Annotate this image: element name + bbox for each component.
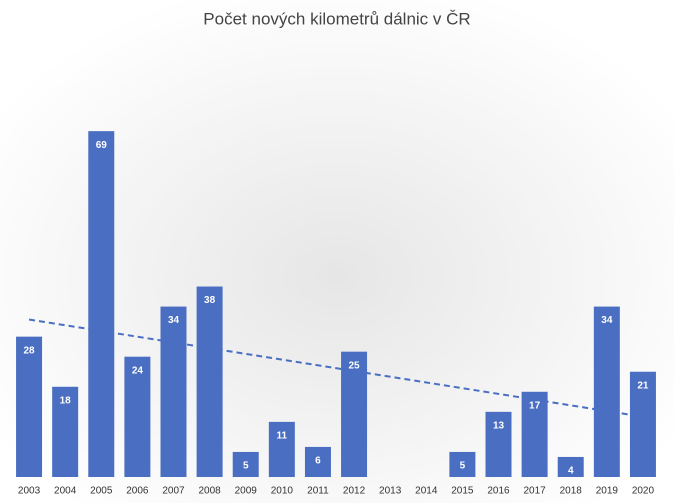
data-label: 28	[23, 345, 35, 356]
x-tick-label: 2008	[198, 486, 221, 497]
data-label: 5	[460, 461, 466, 472]
data-label: 17	[529, 400, 541, 411]
bar	[304, 446, 331, 477]
x-tick-label: 2020	[632, 486, 655, 497]
bar	[16, 336, 43, 477]
bar	[557, 456, 584, 477]
x-tick-label: 2017	[523, 486, 546, 497]
data-label: 18	[60, 395, 72, 406]
bar	[485, 411, 512, 477]
bar	[124, 356, 151, 477]
bar	[449, 451, 476, 477]
data-label: 4	[568, 466, 574, 477]
data-label: 24	[132, 365, 144, 376]
chart-title: Počet nových kilometrů dálnic v ČR	[203, 9, 470, 28]
x-tick-label: 2010	[271, 486, 294, 497]
x-tick-label: 2011	[307, 486, 329, 497]
bar	[160, 306, 187, 477]
x-tick-label: 2016	[487, 486, 510, 497]
x-tick-label: 2007	[162, 486, 185, 497]
data-label: 11	[277, 431, 288, 442]
x-tick-label: 2014	[415, 486, 438, 497]
data-label: 25	[348, 360, 360, 371]
bar	[268, 421, 295, 477]
data-label: 6	[315, 456, 321, 467]
x-tick-label: 2019	[596, 486, 619, 497]
x-tick-label: 2015	[451, 486, 474, 497]
data-label: 34	[168, 315, 180, 326]
bar	[52, 386, 79, 477]
data-label: 69	[96, 140, 108, 151]
bar	[593, 306, 620, 477]
data-label: 38	[204, 295, 216, 306]
x-tick-label: 2004	[54, 486, 77, 497]
data-label: 34	[601, 315, 613, 326]
bar	[232, 451, 259, 477]
x-tick-label: 2018	[560, 486, 583, 497]
x-tick-label: 2005	[90, 486, 113, 497]
trendline	[28, 318, 644, 418]
x-tick-label: 2003	[18, 486, 41, 497]
data-label: 13	[493, 420, 505, 431]
x-tick-label: 2009	[235, 486, 258, 497]
bar	[341, 351, 368, 477]
x-tick-label: 2013	[379, 486, 402, 497]
data-label: 21	[637, 380, 649, 391]
x-tick-label: 2006	[126, 486, 149, 497]
bar	[629, 371, 656, 477]
bar	[521, 391, 548, 477]
data-label: 5	[243, 461, 249, 472]
bar	[196, 286, 223, 477]
x-tick-label: 2012	[343, 486, 366, 497]
bar	[88, 131, 115, 477]
